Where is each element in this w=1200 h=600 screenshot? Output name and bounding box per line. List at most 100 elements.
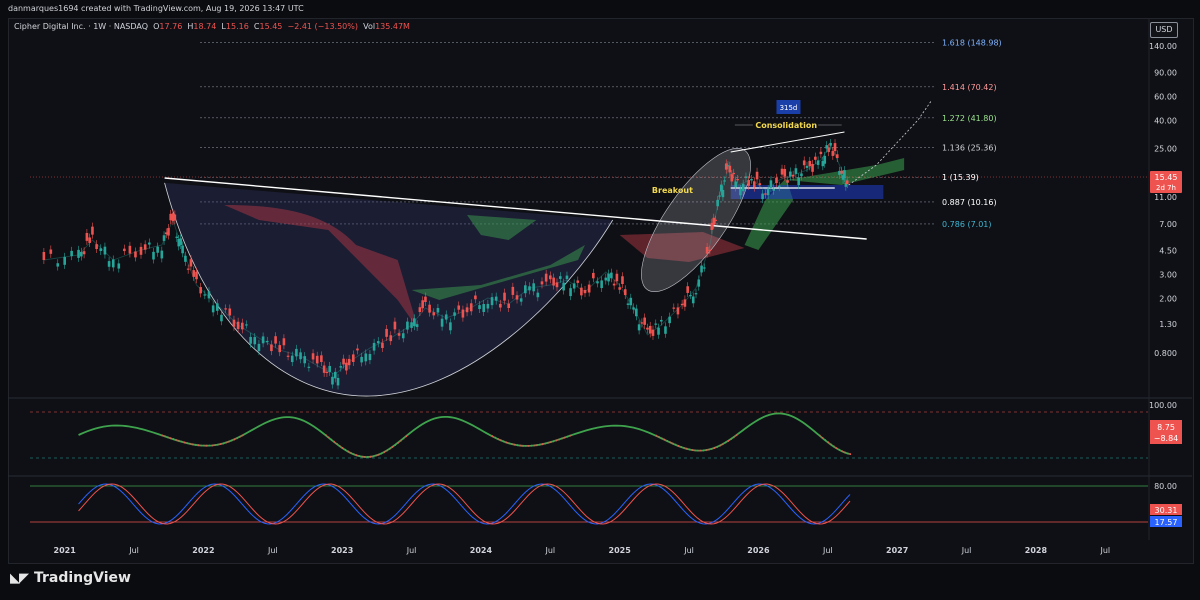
candle (600, 280, 603, 289)
candle (328, 365, 331, 372)
candle (592, 272, 595, 279)
candle (184, 255, 187, 262)
candle (424, 296, 427, 303)
candle (128, 245, 132, 254)
cloud-green (467, 215, 537, 240)
candle (718, 195, 721, 197)
candle (164, 232, 168, 235)
candle (95, 244, 98, 250)
price-tick: 40.00 (1154, 116, 1177, 125)
symbol-bar: Cipher Digital Inc. · 1W · NASDAQ O17.76… (14, 22, 410, 31)
time-tick: 2022 (192, 546, 214, 555)
time-tick: 2024 (470, 546, 493, 555)
candle (80, 251, 83, 257)
candle (716, 199, 719, 207)
candle (845, 180, 849, 185)
candle (672, 307, 676, 309)
candle (734, 181, 737, 188)
price-tick: 140.00 (1149, 42, 1177, 51)
attribution: danmarques1694 created with TradingView.… (8, 4, 304, 13)
price-tick: 2.00 (1159, 295, 1177, 304)
price-tick: 4.50 (1159, 246, 1177, 255)
candle (694, 293, 698, 295)
candle (245, 324, 248, 326)
candle (179, 238, 182, 245)
candle (536, 292, 540, 298)
osc-value: 8.75 (1157, 423, 1175, 432)
candle (808, 160, 812, 167)
currency-button[interactable]: USD (1150, 22, 1178, 38)
candle (232, 319, 236, 327)
candle (406, 321, 409, 330)
candle (843, 170, 846, 179)
time-tick: Jul (1099, 546, 1110, 555)
candle (607, 273, 610, 282)
candle (236, 321, 240, 330)
candle (111, 259, 115, 268)
candle (211, 305, 215, 313)
close-label: C (253, 22, 260, 31)
candle (532, 283, 535, 292)
candle (626, 303, 630, 305)
candle (381, 342, 384, 348)
candle (331, 376, 334, 385)
candle (777, 185, 781, 188)
candle (342, 358, 345, 365)
candle (732, 172, 736, 175)
candle (604, 277, 608, 281)
candle (315, 355, 319, 364)
candle (253, 337, 257, 345)
candle (664, 326, 667, 334)
tradingview-brand[interactable]: ◣◤ TradingView (10, 570, 131, 586)
high-value: 18.74 (193, 22, 217, 31)
candle (646, 327, 649, 330)
candle (519, 298, 523, 302)
time-tick: Jul (128, 546, 139, 555)
candle (290, 355, 294, 363)
candle (99, 248, 103, 252)
candle (651, 329, 655, 336)
candle (680, 303, 684, 306)
candle (643, 317, 646, 325)
candle (648, 325, 652, 334)
candle (436, 308, 440, 313)
candle (697, 279, 701, 287)
candle (56, 263, 60, 267)
time-tick: 2021 (54, 546, 77, 555)
candle (700, 265, 703, 273)
candle (175, 236, 179, 239)
candle (549, 275, 552, 280)
candle (345, 362, 348, 371)
price-tick: 60.00 (1154, 92, 1177, 101)
candle (465, 307, 469, 313)
candle (618, 287, 621, 290)
candle (261, 336, 265, 344)
candle (766, 189, 770, 196)
duration-badge (776, 100, 801, 114)
candle (199, 287, 202, 294)
candle (169, 213, 172, 221)
stoch-d-line (78, 483, 851, 525)
candle (320, 355, 323, 363)
candle (583, 290, 587, 294)
candle (432, 312, 436, 316)
candle (752, 181, 756, 188)
candle (123, 248, 126, 252)
candle (171, 213, 175, 222)
cloud-green (411, 245, 585, 300)
candle (569, 288, 572, 297)
candle (503, 292, 506, 301)
candle (368, 353, 372, 361)
change-value: −2.41 (−13.50%) (287, 22, 358, 31)
candle (410, 322, 413, 328)
candle (610, 272, 613, 279)
cloud-red (224, 205, 419, 330)
candle (469, 303, 473, 312)
candle (413, 318, 416, 327)
candle (721, 189, 725, 198)
candle (103, 246, 107, 255)
candle (819, 151, 823, 155)
candle (747, 180, 751, 186)
candle (339, 366, 343, 368)
